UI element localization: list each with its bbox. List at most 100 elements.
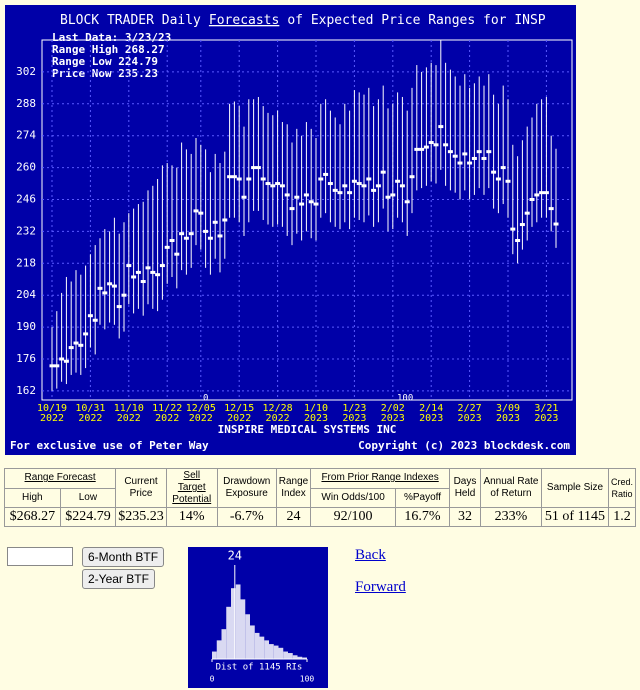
histogram-title: Dist of 1145 RIs: [216, 663, 303, 673]
marker-label: 24: [228, 549, 242, 563]
price-marker: [481, 156, 487, 160]
button[interactable]: 2-Year BTF: [82, 569, 155, 589]
price-marker: [207, 236, 213, 240]
price-marker: [361, 184, 367, 188]
header: Cred. Ratio: [607, 468, 637, 508]
price-marker: [524, 211, 530, 215]
x-tick-label: 11/22 2022: [152, 403, 182, 424]
link[interactable]: Forward: [355, 579, 406, 595]
y-tick-label: 260: [16, 161, 36, 174]
header[interactable]: From Prior Range Indexes: [321, 472, 439, 484]
button[interactable]: 6-Month BTF: [82, 547, 165, 567]
y-tick-label: 176: [16, 352, 36, 365]
table-cell: 92/100: [310, 507, 396, 527]
price-marker: [217, 234, 223, 238]
table-cell: 1.2: [607, 507, 637, 527]
price-marker: [299, 202, 305, 206]
price-marker: [92, 318, 98, 322]
histogram-bar: [245, 614, 250, 659]
footer-right: Copyright (c) 2023 blockdesk.com: [358, 439, 570, 452]
price-marker: [529, 197, 535, 201]
price-marker: [155, 273, 161, 277]
price-marker: [399, 184, 405, 188]
info-line: Range Low 224.79: [52, 55, 158, 68]
price-marker: [241, 195, 247, 199]
price-marker: [198, 211, 204, 215]
x-tick-label: 12/05 2022: [186, 403, 216, 424]
link[interactable]: Back: [355, 547, 386, 563]
price-marker: [332, 188, 338, 192]
company-name: INSPIRE MEDICAL SYSTEMS INC: [218, 423, 397, 436]
header: Drawdown Exposure: [216, 468, 277, 508]
price-marker: [543, 191, 549, 195]
chart-background: [5, 5, 576, 455]
title-link[interactable]: Forecasts: [209, 13, 279, 28]
y-tick-label: 246: [16, 192, 36, 205]
price-marker: [169, 239, 175, 243]
price-marker: [419, 147, 425, 151]
price-marker: [423, 145, 429, 149]
table-cell: $224.79: [59, 507, 117, 527]
price-marker: [126, 264, 132, 268]
price-marker: [265, 182, 271, 186]
header: Annual Rate of Return: [479, 468, 542, 508]
price-marker: [284, 193, 290, 197]
price-marker: [548, 207, 554, 211]
header[interactable]: Sell Target Potential: [172, 470, 212, 505]
histogram-bar: [264, 640, 269, 659]
price-marker: [260, 177, 266, 181]
price-marker: [54, 364, 60, 368]
price-marker: [500, 166, 506, 170]
y-tick-label: 232: [16, 224, 36, 237]
price-marker: [342, 184, 348, 188]
subheader: High: [4, 487, 61, 508]
table-cell: 32: [448, 507, 481, 527]
price-marker: [212, 220, 218, 224]
price-marker: [457, 161, 463, 165]
price-marker: [351, 179, 357, 183]
histogram-bar: [273, 645, 279, 659]
x-tick-label: 0: [210, 675, 215, 684]
info-line: Last Data: 3/23/23: [52, 31, 171, 44]
price-marker: [87, 314, 93, 318]
price-marker: [68, 346, 74, 350]
y-tick-label: 302: [16, 65, 36, 78]
price-marker: [251, 166, 257, 170]
price-marker: [347, 191, 353, 195]
table-cell: 233%: [479, 507, 542, 527]
price-marker: [313, 202, 319, 206]
header[interactable]: Range Forecast: [24, 472, 96, 484]
price-marker: [438, 125, 444, 129]
data-row: $268.27 $224.79 $235.23 14% -6.7% 24 92/100 16.…: [4, 507, 637, 527]
price-marker: [356, 182, 362, 186]
x-tick-label: 11/10 2022: [114, 403, 144, 424]
x-tick-label: 3/21 2023: [534, 403, 558, 424]
price-marker: [246, 177, 252, 181]
x-tick-label: 1/23 2023: [342, 403, 366, 424]
price-marker: [486, 150, 492, 154]
symbol-input[interactable]: [7, 547, 73, 566]
y-tick-label: 218: [16, 256, 36, 269]
price-marker: [107, 282, 113, 286]
axis-annotation: 100: [397, 394, 413, 404]
histogram-bar: [269, 644, 274, 659]
x-tick-label: 2/02 2023: [381, 403, 405, 424]
price-marker: [385, 195, 391, 199]
price-marker: [159, 264, 165, 268]
price-marker: [467, 161, 473, 165]
price-marker: [73, 341, 79, 345]
histogram-bar: [221, 629, 227, 659]
price-marker: [140, 280, 146, 284]
table-cell: $268.27: [4, 507, 61, 527]
price-marker: [318, 177, 324, 181]
x-tick-label: 100: [300, 675, 315, 684]
price-marker: [279, 184, 285, 188]
chart-title: BLOCK TRADER Daily Forecasts of Expected P…: [60, 13, 546, 28]
price-marker: [270, 184, 276, 188]
header: Sample Size: [540, 468, 609, 508]
histogram-bar: [288, 653, 293, 659]
histogram-bar: [216, 640, 222, 659]
histogram-bar: [254, 632, 260, 659]
info-line: Price Now 235.23: [52, 67, 158, 80]
